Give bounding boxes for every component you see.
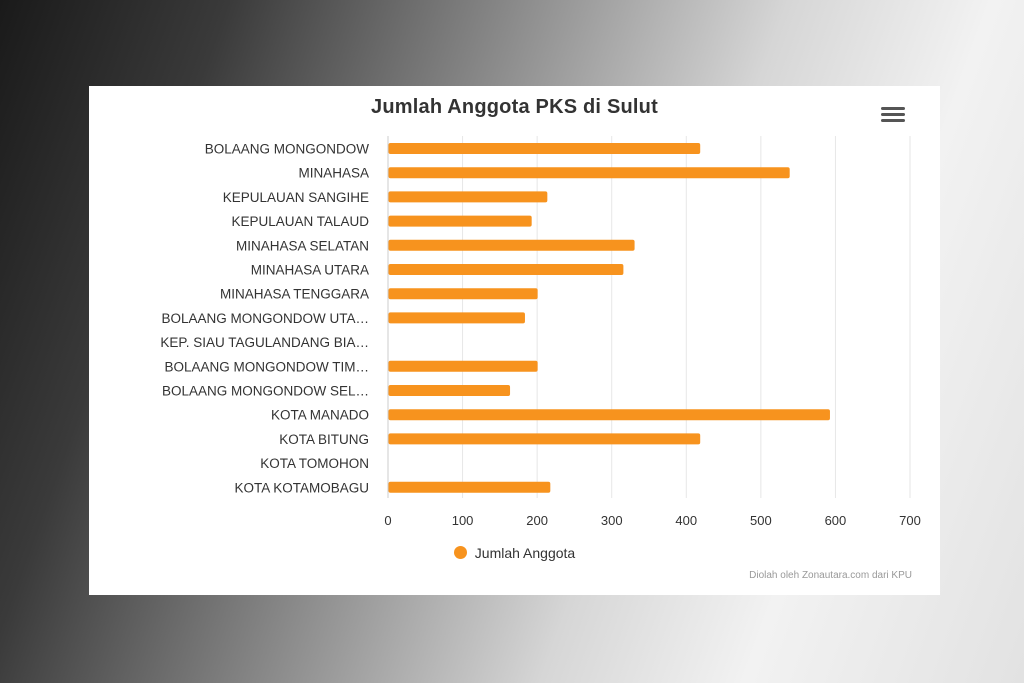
category-label: BOLAANG MONGONDOW UTA… [161,311,369,326]
chart-card: Jumlah Anggota PKS di Sulut 0 100 200 300 40… [89,86,940,595]
category-label: KOTA MANADO [271,408,369,423]
bar [388,143,701,154]
chart-title: Jumlah Anggota PKS di Sulut [371,96,658,118]
category-label: KEP. SIAU TAGULANDANG BIA… [160,335,369,350]
credits-text: Diolah oleh Zonautara.com dari KPU [749,570,912,581]
legend[interactable]: Jumlah Anggota [89,545,940,561]
category-label: KOTA TOMOHON [260,456,369,471]
bar-chart: 0 100 200 300 400 500 600 700 BOLAANG MONGONDOW M… [160,136,921,528]
x-tick-label: 400 [675,513,697,528]
bar [388,264,624,275]
hamburger-menu-icon[interactable] [881,106,905,124]
legend-label: Jumlah Anggota [474,545,576,561]
category-label: BOLAANG MONGONDOW SEL… [162,384,369,399]
category-label: MINAHASA [298,166,369,181]
x-tick-label: 0 [384,513,391,528]
category-label: MINAHASA SELATAN [236,238,369,253]
x-tick-label: 700 [899,513,921,528]
category-label: KEPULAUAN SANGIHE [223,190,369,205]
bar [388,409,830,421]
bar [388,481,551,493]
x-tick-label: 500 [750,513,772,528]
category-label: KOTA BITUNG [279,432,369,447]
category-label: KEPULAUAN TALAUD [231,214,369,229]
x-tick-label: 600 [825,513,847,528]
x-tick-label: 100 [452,513,474,528]
x-tick-label: 200 [526,513,548,528]
category-label: BOLAANG MONGONDOW TIM… [164,359,369,374]
category-label: MINAHASA TENGGARA [220,287,369,302]
bar [388,239,635,251]
bar [388,191,548,203]
bar [388,167,790,179]
bar [388,288,538,300]
category-label: KOTA KOTAMOBAGU [234,480,369,495]
bar [388,433,701,445]
x-tick-label: 300 [601,513,623,528]
bar [388,385,511,396]
bar [388,215,532,227]
legend-marker [453,546,467,559]
category-label: BOLAANG MONGONDOW [205,142,370,157]
bar [388,360,538,372]
bar [388,312,525,324]
category-label: MINAHASA UTARA [251,263,369,278]
